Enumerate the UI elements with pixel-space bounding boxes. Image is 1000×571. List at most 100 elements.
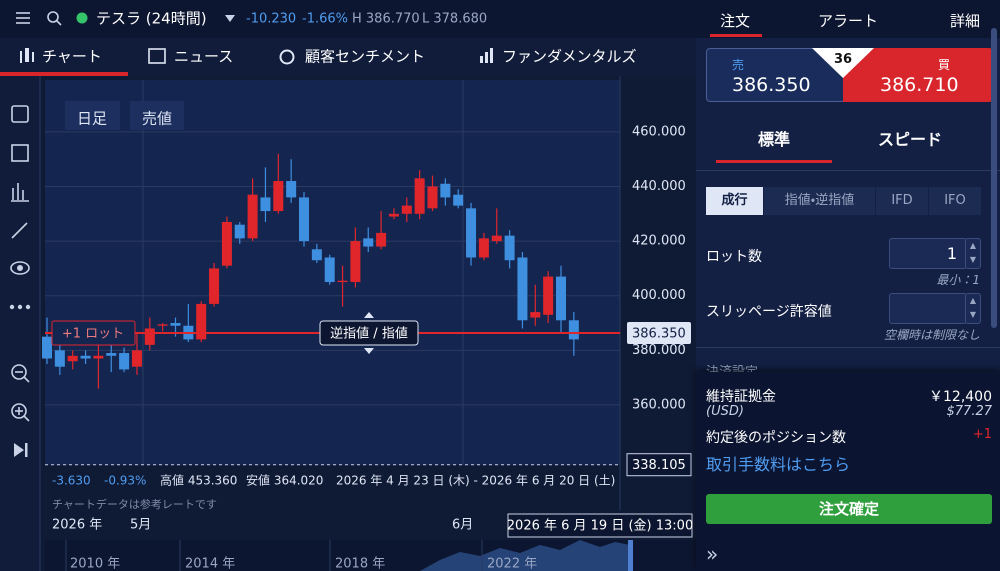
x-label: 5月 xyxy=(130,518,151,533)
candle-body xyxy=(106,353,117,356)
fee-link[interactable]: 取引手数料はこちら xyxy=(706,455,851,474)
margin-sub-label: (USD) xyxy=(706,404,744,419)
candle-body xyxy=(401,205,412,214)
margin-label: 維持証拠金 xyxy=(706,389,776,405)
navigator-dividers xyxy=(65,540,483,571)
candle-body xyxy=(42,336,52,359)
panel-tab[interactable]: 詳細 xyxy=(950,12,981,30)
button-bg[interactable] xyxy=(130,101,184,130)
low-line-label: 338.105 xyxy=(632,458,686,473)
y-tick-label: 400.000 xyxy=(632,288,686,303)
panel-tab[interactable]: 注文 xyxy=(720,12,751,30)
stat: -0.93% xyxy=(104,474,146,488)
mode-tab[interactable]: 標準 xyxy=(758,130,791,149)
drag-box[interactable] xyxy=(319,320,419,346)
button-bg[interactable] xyxy=(65,101,120,130)
chart-button[interactable]: 売値 xyxy=(142,110,172,128)
candle-body xyxy=(491,235,502,242)
sell-label: 売 xyxy=(732,58,745,72)
candle-body xyxy=(299,197,309,242)
candle-body xyxy=(247,194,258,239)
lot-input[interactable] xyxy=(889,238,967,269)
tab[interactable]: ファンダメンタルズ xyxy=(502,48,637,66)
candle-body xyxy=(568,320,579,340)
candle-body xyxy=(144,328,155,345)
chart-area: テスラ (24時間) -10.230 -1.66% H 386.770 L 37… xyxy=(0,0,696,571)
candle-body xyxy=(556,276,566,321)
candle-body xyxy=(504,235,515,261)
candle-body xyxy=(324,257,335,283)
high: H 386.770 xyxy=(352,12,420,27)
candle-body xyxy=(260,197,271,212)
tab[interactable]: ニュース xyxy=(174,48,233,66)
collapse[interactable]: » xyxy=(706,542,719,566)
buy-button[interactable] xyxy=(843,48,993,102)
candle-body xyxy=(93,355,104,359)
x-label: 2026 年 xyxy=(52,518,102,533)
candle-body xyxy=(273,181,284,212)
slippage-spinner[interactable]: ▲ ▼ xyxy=(965,293,981,324)
status-dot xyxy=(76,12,88,24)
drag-label: 逆指値 / 指値 xyxy=(330,325,408,341)
candle-body xyxy=(350,241,361,283)
navigator-area xyxy=(420,540,630,571)
navigator-label: 2018 年 xyxy=(335,557,385,571)
tab-underline xyxy=(0,72,128,76)
menu-icon[interactable] xyxy=(16,12,30,24)
drag-arrow xyxy=(364,311,374,318)
candle-body xyxy=(337,280,348,283)
tab[interactable]: 顧客センチメント xyxy=(305,48,425,66)
order-type[interactable]: 成行 xyxy=(706,187,763,215)
y-tick-label: 460.000 xyxy=(632,124,686,139)
tab-icons xyxy=(20,48,493,65)
top-bar xyxy=(0,0,696,38)
tool-icons[interactable] xyxy=(10,105,30,422)
candle-body xyxy=(131,350,142,367)
order-type[interactable]: IFD xyxy=(876,187,928,215)
buy-label: 買 xyxy=(938,58,951,72)
candle-body xyxy=(67,355,78,362)
symbol[interactable]: テスラ (24時間) xyxy=(96,10,207,28)
note: チャートデータは参考レートです xyxy=(52,497,217,511)
panel-tab[interactable]: アラート xyxy=(818,12,879,30)
spread: 36 xyxy=(833,52,853,67)
tab-bar xyxy=(0,38,696,76)
navigator-label: 2022 年 xyxy=(487,557,537,571)
low-line-box xyxy=(626,453,692,477)
candle-body xyxy=(196,303,207,340)
candle-body xyxy=(478,238,489,258)
candle-body xyxy=(453,194,464,206)
candle-body xyxy=(311,249,322,261)
order-line-label: +1 ロット xyxy=(62,326,124,341)
search-icon[interactable] xyxy=(47,11,62,26)
dropdown[interactable] xyxy=(225,15,235,22)
order-type[interactable]: 指値・逆指値 xyxy=(764,187,875,215)
navigator-handle[interactable] xyxy=(628,540,633,571)
slippage-label: スリッページ許容値 xyxy=(706,304,832,320)
candle-body xyxy=(530,312,541,318)
candle-body xyxy=(234,224,245,239)
drag-arrow xyxy=(364,347,374,354)
chart-button[interactable]: 日足 xyxy=(77,110,107,128)
stat: 2026 年 4 月 23 日 (木) - 2026 年 6 月 20 日 (土… xyxy=(336,474,615,488)
confirm-button[interactable]: 注文確定 xyxy=(706,494,992,524)
candle-body xyxy=(119,353,130,370)
candle-body xyxy=(466,208,477,258)
price-label: 386.350 xyxy=(632,326,686,341)
stat: -3.630 xyxy=(52,474,91,488)
scrollbar[interactable] xyxy=(991,28,997,328)
order-type[interactable]: IFO xyxy=(929,187,981,215)
panel-top xyxy=(696,0,1000,38)
low: L 378.680 xyxy=(422,12,487,27)
mode-tab[interactable]: スピード xyxy=(878,130,943,149)
stat: 高値 453.360 xyxy=(160,473,237,488)
candle-body xyxy=(440,183,451,198)
slippage-input[interactable] xyxy=(889,293,967,324)
sell-button[interactable] xyxy=(706,48,844,102)
candle-body xyxy=(363,238,374,247)
tab[interactable]: チャート xyxy=(42,48,102,66)
lot-spinner[interactable]: ▲ ▼ xyxy=(965,238,981,269)
tool-icons-fill[interactable] xyxy=(9,265,31,457)
margin-sub-value: $77.27 xyxy=(946,404,993,419)
